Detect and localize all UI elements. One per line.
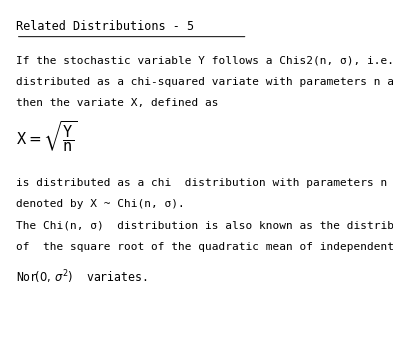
Text: of  the square root of the quadratic mean of independent: of the square root of the quadratic mean… bbox=[16, 242, 393, 252]
Text: denoted by X ~ Chi(n, σ).: denoted by X ~ Chi(n, σ). bbox=[16, 199, 184, 209]
Text: then the variate X, defined as: then the variate X, defined as bbox=[16, 98, 218, 108]
Text: The Chi(n, σ)  distribution is also known as the distribution: The Chi(n, σ) distribution is also known… bbox=[16, 221, 393, 231]
Text: $\mathtt{X} = \sqrt{\dfrac{\mathtt{Y}}{\mathtt{n}}}$: $\mathtt{X} = \sqrt{\dfrac{\mathtt{Y}}{\… bbox=[16, 120, 77, 155]
Text: Related Distributions - 5: Related Distributions - 5 bbox=[16, 20, 194, 33]
Text: $\mathtt{Nor}\!\left(0,\,\sigma^{2}\right)$  variates.: $\mathtt{Nor}\!\left(0,\,\sigma^{2}\righ… bbox=[16, 269, 147, 286]
Text: distributed as a chi-squared variate with parameters n and σ,: distributed as a chi-squared variate wit… bbox=[16, 77, 393, 87]
Text: If the stochastic variable Y follows a Chis2(n, σ), i.e. is: If the stochastic variable Y follows a C… bbox=[16, 55, 393, 65]
Text: is distributed as a chi  distribution with parameters n and σ,: is distributed as a chi distribution wit… bbox=[16, 178, 393, 188]
